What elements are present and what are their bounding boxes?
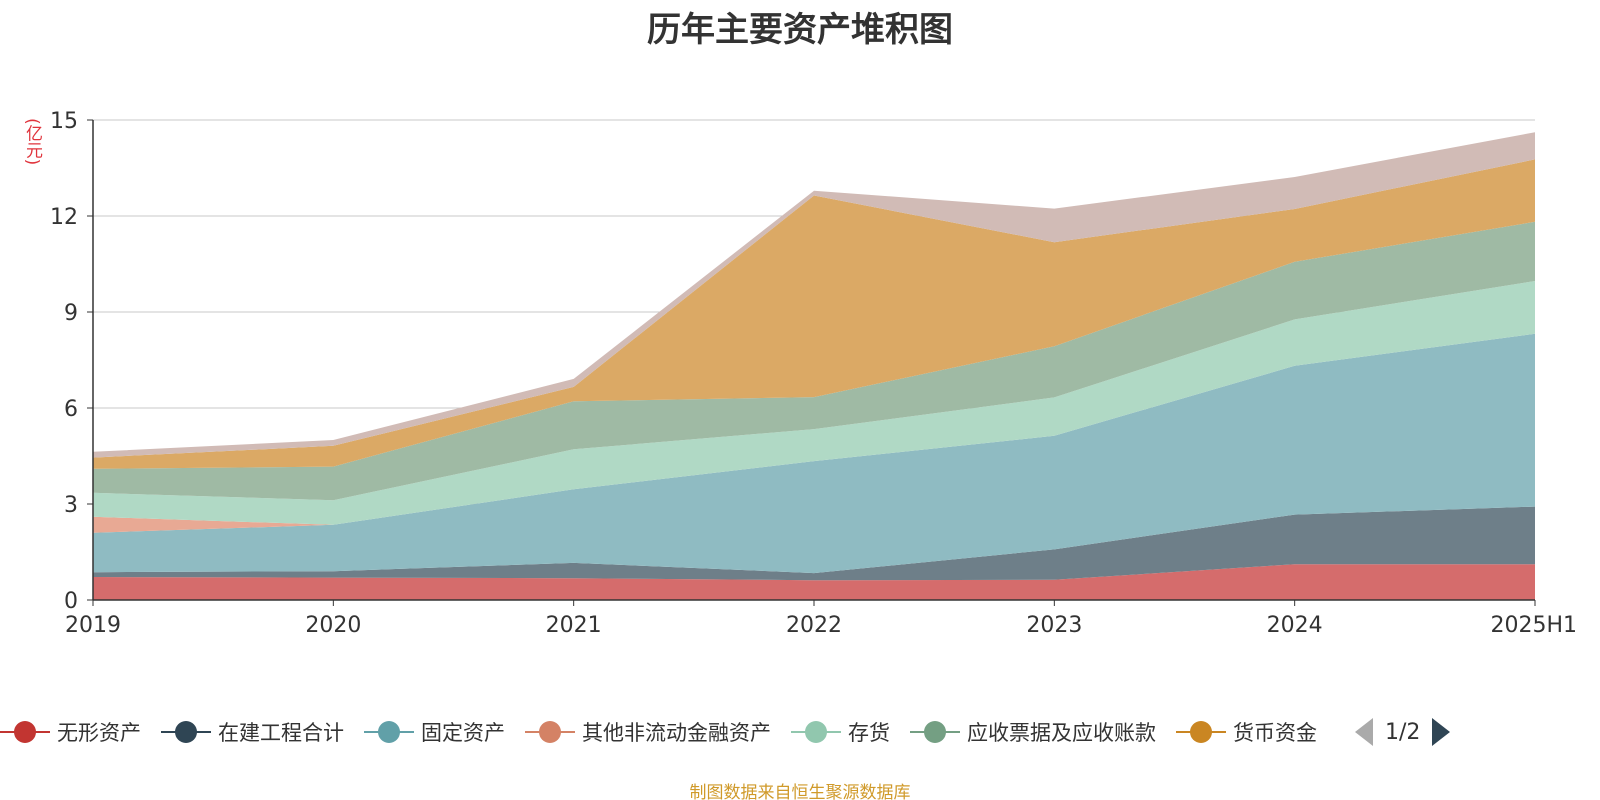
legend-item[interactable]: 在建工程合计 bbox=[161, 717, 344, 747]
legend-item[interactable]: 存货 bbox=[791, 717, 890, 747]
y-axis-unit-label: (亿元) bbox=[22, 118, 42, 166]
legend-item[interactable]: 货币资金 bbox=[1176, 717, 1317, 747]
legend-next-page-icon[interactable] bbox=[1432, 718, 1451, 746]
area-series-4[interactable] bbox=[93, 281, 1535, 525]
legend-pager: 1/2 bbox=[1355, 718, 1451, 746]
x-tick-label: 2021 bbox=[546, 613, 602, 638]
y-tick-label: 9 bbox=[64, 301, 78, 326]
x-tick-label: 2023 bbox=[1026, 613, 1082, 638]
legend-item[interactable]: 无形资产 bbox=[0, 717, 141, 747]
legend-page-indicator: 1/2 bbox=[1385, 719, 1421, 745]
legend-label: 在建工程合计 bbox=[218, 721, 344, 745]
y-tick-label: 15 bbox=[50, 109, 78, 134]
chart-title: 历年主要资产堆积图 bbox=[647, 10, 953, 50]
legend-label: 存货 bbox=[848, 721, 890, 745]
legend-label: 固定资产 bbox=[421, 721, 505, 745]
legend-prev-page-icon[interactable] bbox=[1355, 718, 1373, 746]
x-tick-label: 2024 bbox=[1267, 613, 1323, 638]
x-tick-label: 2019 bbox=[65, 613, 121, 638]
legend: 无形资产 在建工程合计 固定资产 其他非流动金融资产 存货 应收票据及应收账款 货币资金 1/… bbox=[0, 714, 1451, 750]
y-tick-label: 3 bbox=[64, 493, 78, 518]
area-series-2[interactable] bbox=[93, 333, 1535, 574]
y-tick-label: 6 bbox=[64, 397, 78, 422]
stacked-areas bbox=[93, 132, 1535, 600]
source-note: 制图数据来自恒生聚源数据库 bbox=[689, 783, 911, 800]
legend-marker-icon bbox=[364, 720, 414, 744]
legend-marker-icon bbox=[525, 720, 575, 744]
legend-label: 无形资产 bbox=[57, 721, 141, 745]
legend-item[interactable]: 其他非流动金融资产 bbox=[525, 717, 771, 747]
y-tick-label: 12 bbox=[50, 205, 78, 230]
x-tick-label: 2020 bbox=[305, 613, 361, 638]
legend-item[interactable]: 固定资产 bbox=[364, 717, 505, 747]
x-tick-label: 2022 bbox=[786, 613, 842, 638]
legend-label: 应收票据及应收账款 bbox=[967, 721, 1156, 745]
legend-label: 其他非流动金融资产 bbox=[582, 721, 771, 745]
legend-marker-icon bbox=[161, 720, 211, 744]
area-series-0[interactable] bbox=[93, 564, 1535, 600]
area-series-5[interactable] bbox=[93, 221, 1535, 501]
legend-marker-icon bbox=[791, 720, 841, 744]
x-tick-label: 2025H1 bbox=[1490, 613, 1577, 638]
legend-marker-icon bbox=[1176, 720, 1226, 744]
legend-label: 货币资金 bbox=[1233, 721, 1317, 745]
legend-marker-icon bbox=[910, 720, 960, 744]
axes: 0 3 6 9 12 15 2019 2020 2021 2022 2023 2024 2025H1 bbox=[50, 109, 1577, 638]
legend-item[interactable]: 应收票据及应收账款 bbox=[910, 717, 1156, 747]
area-series-6[interactable] bbox=[93, 159, 1535, 469]
y-tick-label: 0 bbox=[64, 589, 78, 614]
area-series-1[interactable] bbox=[93, 506, 1535, 581]
area-series-7[interactable] bbox=[93, 132, 1535, 458]
legend-marker-icon bbox=[0, 720, 50, 744]
